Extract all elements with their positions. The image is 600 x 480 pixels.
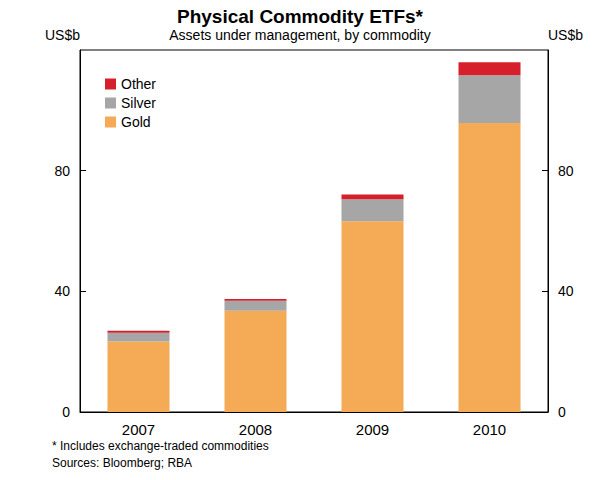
svg-text:US$b: US$b	[548, 27, 583, 43]
svg-text:80: 80	[54, 163, 70, 179]
svg-text:0: 0	[558, 404, 566, 420]
svg-text:2010: 2010	[473, 421, 506, 438]
svg-text:Gold: Gold	[121, 114, 151, 130]
svg-text:80: 80	[558, 163, 574, 179]
svg-text:Physical Commodity ETFs*: Physical Commodity ETFs*	[177, 6, 424, 27]
svg-text:Sources: Bloomberg; RBA: Sources: Bloomberg; RBA	[52, 456, 192, 470]
svg-text:2007: 2007	[122, 421, 155, 438]
svg-text:* Includes exchange-traded com: * Includes exchange-traded commodities	[52, 439, 269, 453]
svg-text:0: 0	[62, 404, 70, 420]
svg-text:Assets under management, by co: Assets under management, by commodity	[169, 27, 430, 43]
svg-text:2009: 2009	[356, 421, 389, 438]
svg-text:US$b: US$b	[45, 27, 80, 43]
svg-text:Silver: Silver	[121, 95, 156, 111]
svg-text:2008: 2008	[239, 421, 272, 438]
svg-text:40: 40	[558, 283, 574, 299]
svg-text:40: 40	[54, 283, 70, 299]
svg-text:Other: Other	[121, 76, 156, 92]
